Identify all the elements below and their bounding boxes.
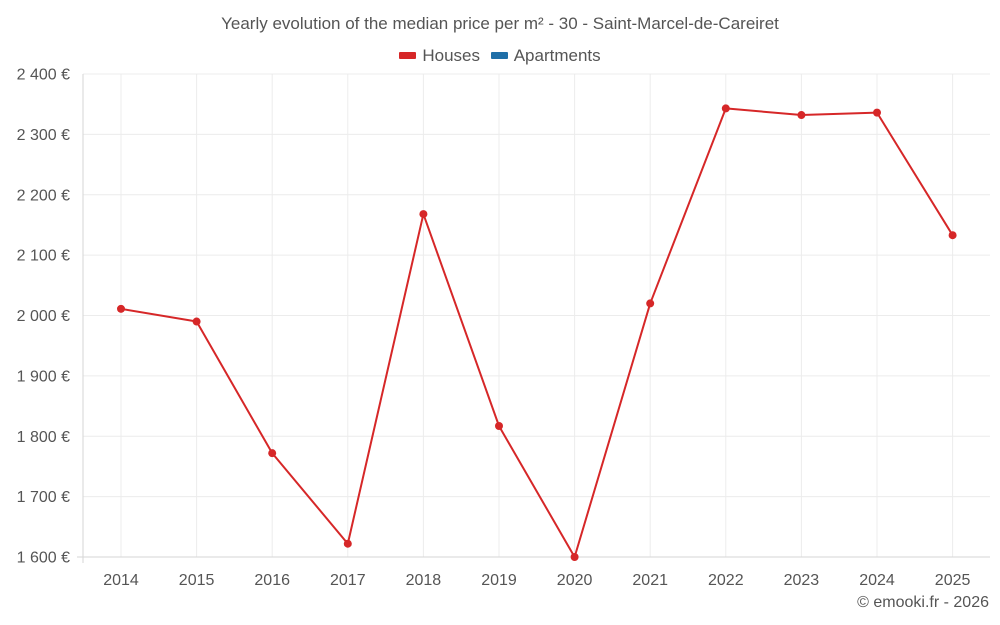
data-point-2023	[797, 111, 806, 120]
y-tick-label: 2 200 €	[17, 187, 70, 204]
data-point-2025	[948, 231, 957, 240]
y-tick-label: 2 300 €	[17, 127, 70, 144]
y-tick-label: 1 600 €	[17, 550, 70, 567]
data-point-2016	[268, 449, 277, 458]
legend-label-houses: Houses	[422, 45, 480, 65]
y-tick-label: 2 100 €	[17, 248, 70, 265]
data-point-2018	[419, 210, 428, 219]
legend-item-apartments[interactable]: Apartments	[490, 45, 601, 66]
x-tick-label: 2022	[708, 572, 744, 589]
data-point-2019	[495, 421, 503, 430]
chart-title: Yearly evolution of the median price per…	[221, 14, 779, 33]
legend-label-apartments: Apartments	[513, 45, 601, 65]
legend: Houses Apartments	[0, 44, 1000, 66]
y-tick-label: 1 900 €	[17, 368, 70, 385]
tick-labels: 1 600 € 1 700 € 1 800 € 1 900 € 2 000 € 2 100…	[17, 67, 971, 590]
x-tick-label: 2019	[481, 572, 517, 589]
x-tick-label: 2018	[406, 572, 442, 589]
legend-swatch-apartments	[490, 52, 508, 59]
legend-item-houses[interactable]: Houses	[399, 46, 480, 66]
x-tick-label: 2014	[103, 572, 139, 589]
y-tick-label: 1 700 €	[17, 489, 70, 506]
x-tick-label: 2021	[632, 572, 668, 589]
y-tick-label: 1 800 €	[17, 429, 70, 446]
data-point-2014	[117, 304, 125, 313]
x-tick-label: 2025	[935, 572, 971, 589]
data-point-2020	[570, 553, 579, 561]
y-tick-label: 2 400 €	[17, 67, 70, 84]
data-point-2021	[646, 299, 655, 308]
y-tick-label: 2 000 €	[17, 308, 70, 325]
axes	[77, 74, 990, 563]
x-tick-label: 2015	[179, 572, 215, 589]
x-tick-label: 2024	[859, 572, 895, 589]
x-tick-label: 2023	[784, 572, 820, 589]
data-point-2024	[873, 108, 881, 117]
legend-swatch-houses	[399, 52, 417, 59]
data-series	[117, 104, 957, 561]
grid-lines	[83, 73, 990, 558]
data-point-2015	[192, 317, 201, 326]
credit-text: © emooki.fr - 2026	[857, 594, 989, 611]
x-tick-label: 2017	[330, 572, 366, 589]
series-line-houses	[120, 107, 954, 558]
data-point-2022	[721, 104, 730, 113]
x-tick-label: 2020	[557, 572, 593, 589]
data-point-2017	[343, 539, 352, 548]
x-tick-label: 2016	[254, 572, 290, 589]
